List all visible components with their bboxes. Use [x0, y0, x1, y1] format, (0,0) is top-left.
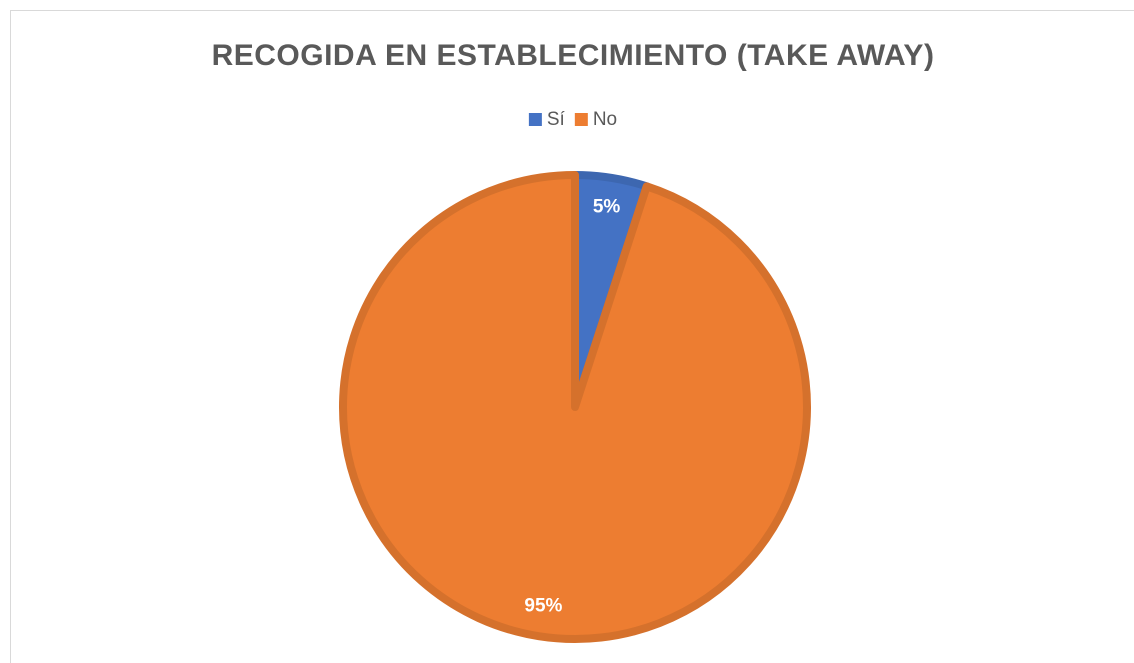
legend-swatch	[574, 113, 588, 126]
data-label: 95%	[524, 595, 562, 616]
legend-label: No	[593, 109, 617, 130]
data-label: 5%	[593, 197, 621, 218]
chart-title: RECOGIDA EN ESTABLECIMIENTO (TAKE AWAY)	[212, 39, 935, 72]
legend-swatch	[528, 113, 542, 126]
pie-slice	[339, 171, 811, 643]
legend-label: Sí	[547, 109, 566, 130]
